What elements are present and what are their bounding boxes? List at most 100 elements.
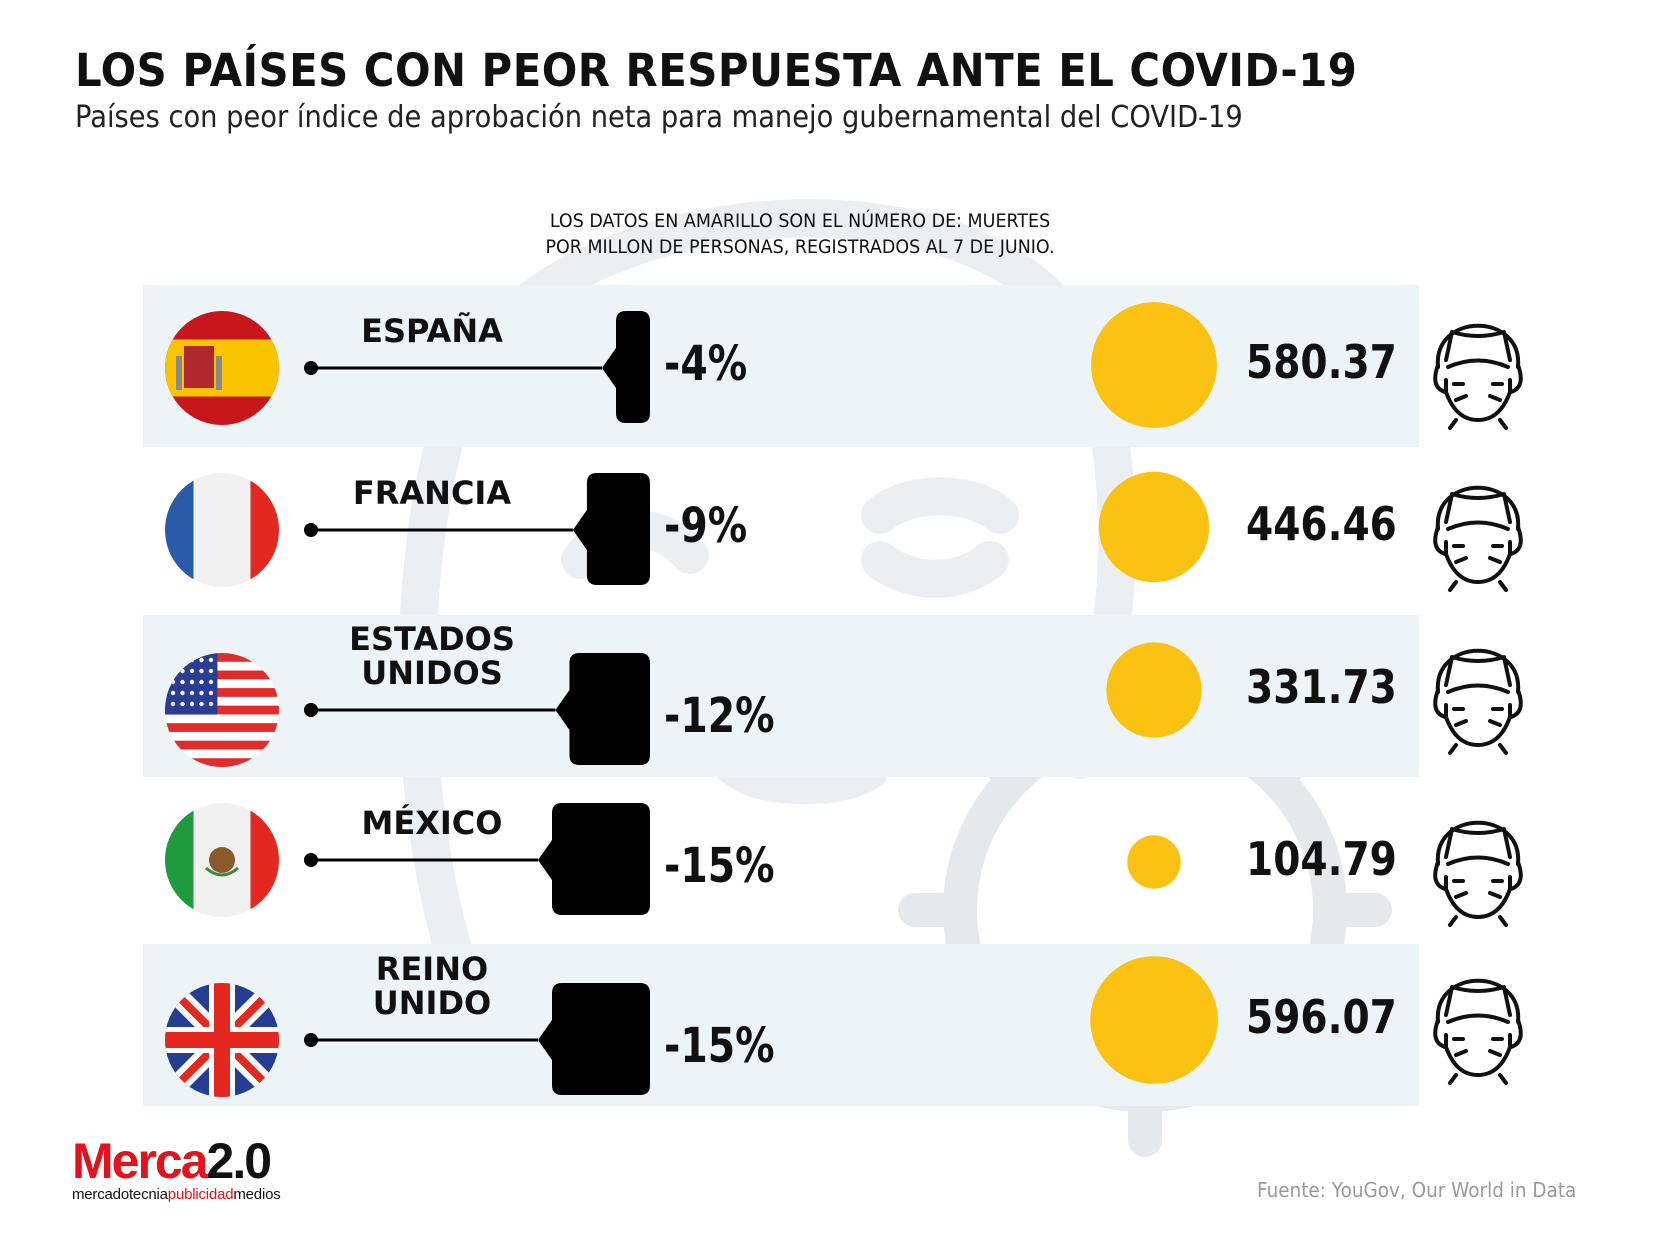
country-row	[165, 956, 1523, 1097]
country-label-line: FRANCIA	[352, 474, 512, 512]
approval-value: -4%	[664, 336, 748, 392]
france-flag-icon	[165, 473, 279, 587]
country-label: MÉXICO	[302, 806, 562, 840]
approval-value: -15%	[664, 838, 775, 894]
approval-bar	[538, 983, 650, 1095]
star	[189, 701, 195, 707]
star	[199, 690, 204, 696]
mask-straps	[1448, 1073, 1508, 1085]
deaths-value: 580.37	[1246, 335, 1397, 389]
star	[189, 679, 195, 685]
mask-ear-right	[1509, 860, 1523, 891]
mask-hair	[1435, 978, 1521, 1024]
country-label: FRANCIA	[302, 476, 562, 510]
mask-face	[1444, 875, 1512, 919]
mask-pleats	[1452, 544, 1504, 564]
approval-bar	[555, 653, 650, 765]
stripe	[165, 705, 279, 715]
mask-ear-left	[1433, 860, 1447, 891]
country-label-line: MÉXICO	[361, 804, 503, 842]
deaths-bubble	[1098, 471, 1210, 583]
mask-ear-left	[1433, 525, 1447, 556]
logo-tag-medios: medios	[233, 1186, 281, 1203]
star	[208, 679, 214, 685]
deaths-bubble	[1127, 835, 1181, 889]
mask-top	[1446, 855, 1510, 866]
country-label-line: ESPAÑA	[361, 312, 503, 350]
star	[208, 701, 214, 707]
country-label-line: ESTADOS	[349, 620, 515, 658]
approval-bar	[538, 803, 650, 915]
deaths-value: 104.79	[1246, 832, 1397, 886]
mask-pleats	[1452, 1037, 1504, 1057]
deaths-value: 446.46	[1246, 497, 1397, 551]
deaths-value: 331.73	[1246, 660, 1397, 714]
mask-top	[1446, 1013, 1510, 1024]
mask-hairline	[1444, 985, 1512, 1017]
page-subtitle: Países con peor índice de aprobación net…	[75, 100, 1243, 135]
star	[199, 701, 204, 707]
deaths-bubble	[1091, 302, 1217, 428]
mask-ear-left	[1433, 688, 1447, 719]
star	[180, 679, 185, 685]
face-mask-icon	[1433, 978, 1523, 1085]
star	[170, 701, 176, 707]
flag-part	[250, 803, 279, 917]
mask-hairline	[1444, 827, 1512, 859]
star	[189, 668, 195, 674]
face-mask-icon	[1433, 820, 1523, 927]
stripe	[165, 688, 279, 697]
country-label: REINO UNIDO	[302, 952, 562, 1020]
mask-hair	[1435, 820, 1521, 866]
star	[208, 657, 214, 663]
mask-top	[1446, 358, 1510, 369]
mask-top	[1446, 683, 1510, 694]
uk-flag-icon	[165, 983, 279, 1097]
country-label-line: UNIDO	[372, 984, 492, 1022]
mask-hair	[1435, 485, 1521, 531]
mask-face	[1444, 378, 1512, 422]
face-mask-icon	[1433, 648, 1523, 755]
eagle-emblem	[209, 847, 235, 873]
star	[189, 657, 195, 663]
approval-value: -9%	[664, 498, 748, 554]
logo-2-0: 2.0	[206, 1133, 273, 1189]
deaths-bubble	[1090, 956, 1218, 1084]
mask-straps	[1448, 743, 1508, 755]
mask-pleats	[1452, 879, 1504, 899]
mask-ear-right	[1509, 688, 1523, 719]
logo-tag-mercadotecnia: mercadotecnia	[72, 1186, 168, 1203]
star	[189, 690, 195, 696]
star	[170, 679, 176, 685]
star	[180, 657, 185, 663]
mask-straps	[1448, 915, 1508, 927]
logo-tag-publicidad: publicidad	[167, 1186, 234, 1203]
mask-face	[1444, 703, 1512, 747]
merca-logo: Merca2.0 mercadotecniapublicidadmedios	[72, 1136, 281, 1203]
source-credit: Fuente: YouGov, Our World in Data	[1257, 1178, 1577, 1202]
deaths-value: 596.07	[1246, 990, 1397, 1044]
star	[180, 668, 185, 674]
stripe	[165, 723, 279, 732]
star	[170, 657, 176, 663]
country-label-line: REINO	[375, 950, 489, 988]
mask-hairline	[1444, 492, 1512, 524]
mask-ear-right	[1509, 525, 1523, 556]
mask-hair	[1435, 323, 1521, 369]
stripe	[165, 758, 279, 767]
star	[170, 690, 176, 696]
star	[208, 668, 214, 674]
stripe	[165, 670, 279, 680]
usa-flag-icon	[165, 653, 279, 767]
mask-hairline	[1444, 330, 1512, 362]
stripe	[165, 740, 279, 750]
spain-flag-icon	[165, 311, 279, 425]
cross-red	[165, 1032, 279, 1048]
data-note: LOS DATOS EN AMARILLO SON EL NÚMERO DE: …	[440, 208, 1160, 260]
star	[199, 668, 204, 674]
mask-face	[1444, 1033, 1512, 1077]
star	[199, 657, 204, 663]
mask-ear-right	[1509, 1018, 1523, 1049]
star	[199, 679, 204, 685]
